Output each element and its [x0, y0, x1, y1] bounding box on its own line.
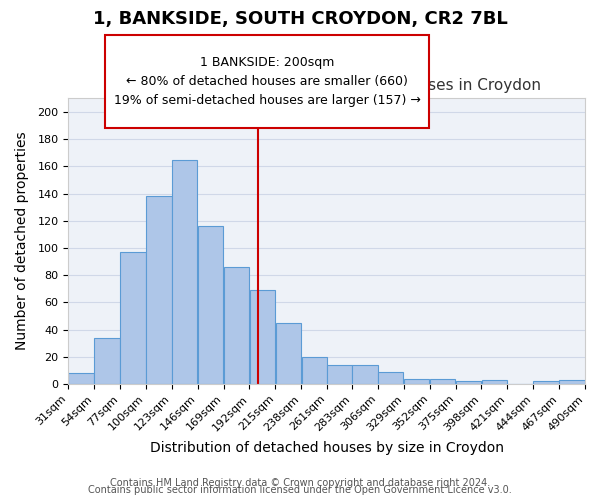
Bar: [250, 290, 275, 384]
Bar: [533, 381, 559, 384]
Y-axis label: Number of detached properties: Number of detached properties: [15, 132, 29, 350]
Bar: [68, 373, 94, 384]
Bar: [275, 323, 301, 384]
X-axis label: Distribution of detached houses by size in Croydon: Distribution of detached houses by size …: [149, 441, 503, 455]
Bar: [378, 372, 403, 384]
Bar: [146, 196, 172, 384]
Bar: [430, 378, 455, 384]
Text: 1 BANKSIDE: 200sqm
← 80% of detached houses are smaller (660)
19% of semi-detach: 1 BANKSIDE: 200sqm ← 80% of detached hou…: [113, 56, 421, 107]
Text: Contains public sector information licensed under the Open Government Licence v3: Contains public sector information licen…: [88, 485, 512, 495]
Bar: [559, 380, 585, 384]
Text: 1, BANKSIDE, SOUTH CROYDON, CR2 7BL: 1, BANKSIDE, SOUTH CROYDON, CR2 7BL: [92, 10, 508, 28]
Bar: [352, 365, 377, 384]
Bar: [94, 338, 120, 384]
Text: Contains HM Land Registry data © Crown copyright and database right 2024.: Contains HM Land Registry data © Crown c…: [110, 478, 490, 488]
Bar: [456, 381, 481, 384]
Bar: [120, 252, 146, 384]
Title: Size of property relative to detached houses in Croydon: Size of property relative to detached ho…: [113, 78, 541, 93]
Bar: [302, 357, 327, 384]
Bar: [198, 226, 223, 384]
Bar: [404, 378, 430, 384]
Bar: [328, 365, 352, 384]
Bar: [224, 267, 249, 384]
Bar: [482, 380, 507, 384]
Bar: [172, 160, 197, 384]
